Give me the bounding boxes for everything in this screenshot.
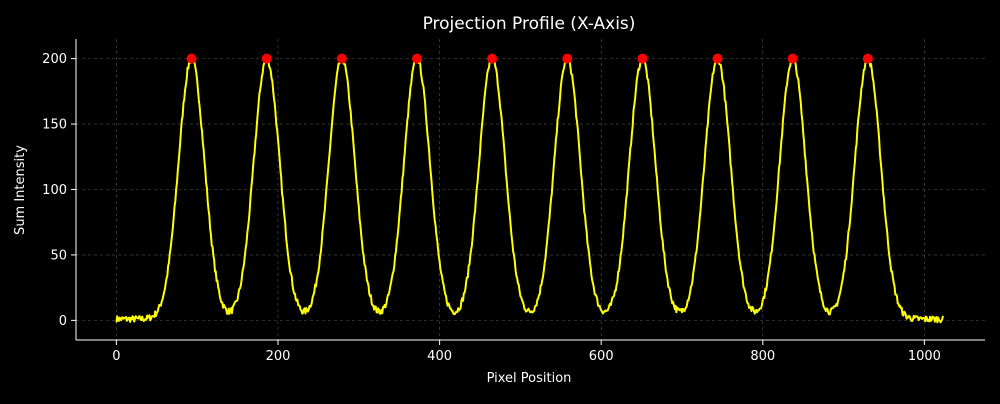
peak-marker [787, 53, 798, 64]
y-tick-label: 100 [42, 183, 67, 198]
profile-line [115, 54, 944, 324]
x-tick-label: 400 [427, 349, 452, 364]
ticks-layer: 0 200 400 600 800 1000 0 50 100 150 200 [42, 52, 941, 364]
grid-layer [76, 39, 985, 340]
peak-marker [862, 53, 873, 64]
y-tick-label: 200 [42, 52, 67, 67]
x-tick-label: 0 [112, 349, 120, 364]
peak-marker [487, 53, 498, 64]
x-axis-label: Pixel Position [487, 371, 572, 386]
peak-marker [411, 53, 422, 64]
y-tick-label: 150 [42, 118, 67, 133]
peak-marker [562, 53, 573, 64]
peak-marker [261, 53, 272, 64]
x-tick-label: 600 [589, 349, 614, 364]
peak-marker [186, 53, 197, 64]
x-tick-label: 800 [750, 349, 775, 364]
y-axis-label: Sum Intensity [13, 145, 28, 235]
x-tick-label: 1000 [908, 349, 941, 364]
x-tick-label: 200 [266, 349, 291, 364]
y-tick-label: 50 [50, 248, 67, 263]
chart-title: Projection Profile (X-Axis) [423, 14, 636, 34]
peak-marker [712, 53, 723, 64]
peak-marker [637, 53, 648, 64]
data-layer [115, 53, 944, 324]
y-tick-label: 0 [59, 314, 67, 329]
peak-marker [336, 53, 347, 64]
